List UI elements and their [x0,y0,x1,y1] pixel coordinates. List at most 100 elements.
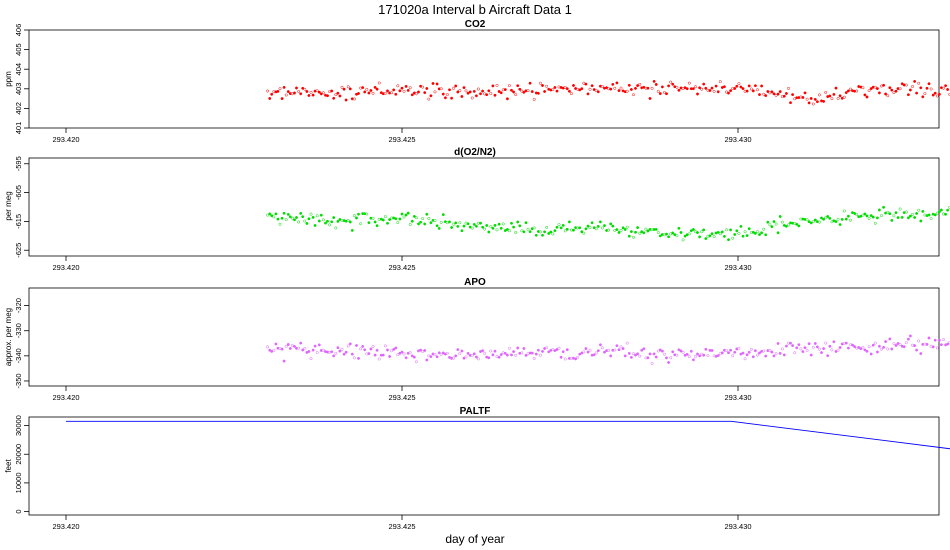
apo-data-point [658,348,662,352]
o2n2-data-point [303,219,307,223]
co2-data-point [410,93,414,97]
o2n2-data-point [929,217,933,221]
o2n2-data-point [826,215,830,218]
o2n2-data-point [266,213,270,217]
o2n2-y-axis-label: per meg [4,191,13,220]
apo-data-point [846,346,850,350]
o2n2-data-point [698,235,702,239]
apo-data-point [307,350,311,353]
o2n2-data-point [433,219,437,223]
co2-data-point [369,89,373,92]
apo-data-point [768,348,772,352]
apo-data-point [898,343,902,347]
o2n2-data-point [667,235,671,239]
apo-data-point [293,344,296,348]
co2-data-point [675,85,679,89]
o2n2-data-point [811,220,815,224]
o2n2-data-point [435,224,439,228]
o2n2-data-point [818,220,821,224]
o2n2-data-point [373,220,377,224]
co2-data-point [487,89,491,93]
o2n2-data-point [745,234,749,238]
o2n2-data-point [427,217,431,220]
o2n2-data-point [309,212,313,216]
co2-data-point [923,92,927,96]
apo-data-point [772,354,776,358]
co2-data-point [512,90,516,94]
co2-data-point [330,89,334,93]
o2n2-data-point [532,226,536,230]
o2n2-data-point [882,205,886,209]
apo-data-point [383,344,387,348]
apo-data-point [851,343,854,347]
apo-data-point [600,346,604,350]
o2n2-data-point [388,218,392,222]
apo-data-point [669,356,673,360]
co2-data-point [617,89,621,93]
o2n2-data-point [334,226,338,230]
apo-data-point [828,344,832,348]
o2n2-data-point [313,224,317,227]
o2n2-data-point [559,226,563,230]
o2n2-data-point [563,229,567,233]
co2-data-point [815,100,819,104]
apo-data-point [373,353,377,357]
o2n2-data-point [762,227,766,231]
co2-data-point [439,87,443,91]
apo-data-point [367,352,371,356]
co2-data-point [911,85,914,88]
o2n2-data-point [735,229,739,233]
co2-y-tick-label: 405 [14,43,23,56]
co2-data-point [714,84,718,88]
o2n2-data-point [733,233,737,236]
apo-data-point [648,352,652,356]
apo-data-point [908,334,912,338]
apo-data-point [636,352,640,356]
apo-data-point [489,349,493,353]
apo-data-point [348,342,352,346]
apo-data-point [789,341,792,345]
co2-data-point [708,89,712,92]
o2n2-data-point [561,223,565,227]
apo-data-point [400,350,404,354]
co2-data-point [869,87,873,91]
co2-data-point [435,82,439,86]
apo-y-tick-label: -330 [14,323,23,338]
co2-data-point [803,91,807,95]
o2n2-data-point [352,214,356,218]
o2n2-data-point [689,229,693,233]
apo-data-point [456,348,460,352]
apo-data-point [388,355,392,358]
o2n2-x-tick-label: 293.430 [724,263,751,272]
apo-data-point [507,346,511,350]
apo-data-point [679,349,683,353]
apo-data-point [861,345,865,349]
o2n2-data-point [386,221,389,225]
o2n2-data-point [898,207,902,211]
o2n2-data-point [487,230,491,234]
o2n2-data-point [739,224,743,228]
o2n2-data-point [625,225,629,229]
o2n2-data-point [278,222,282,226]
apo-data-point [906,337,910,341]
apo-data-point [474,355,478,359]
co2-data-point [636,84,640,88]
o2n2-data-point [913,216,917,219]
apo-data-point [408,351,412,355]
co2-data-point [716,90,720,94]
o2n2-data-point [549,230,553,234]
o2n2-data-point [528,230,532,234]
o2n2-data-point [547,232,551,235]
co2-data-point [669,80,673,84]
apo-data-point [499,353,503,357]
co2-data-point [691,87,695,91]
apo-data-point [352,356,356,360]
o2n2-data-point [700,230,704,234]
o2n2-data-point [346,219,350,222]
apo-data-point [342,352,346,356]
co2-data-point [764,94,768,98]
apo-data-point [880,347,883,351]
apo-data-point [530,351,534,355]
co2-data-point [944,84,948,88]
o2n2-data-point [691,228,695,231]
